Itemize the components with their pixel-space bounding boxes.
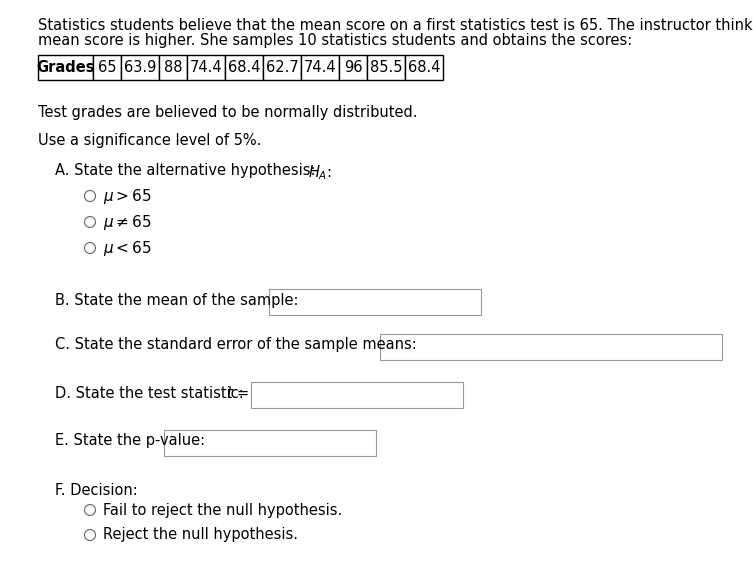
Circle shape bbox=[84, 216, 96, 227]
Text: $\mu < 65$: $\mu < 65$ bbox=[103, 238, 151, 257]
Text: 65: 65 bbox=[98, 60, 116, 75]
Text: A. State the alternative hypothesis:: A. State the alternative hypothesis: bbox=[55, 163, 320, 178]
Circle shape bbox=[84, 504, 96, 515]
Text: $\mu \neq 65$: $\mu \neq 65$ bbox=[103, 212, 151, 231]
FancyBboxPatch shape bbox=[251, 382, 463, 408]
Text: B. State the mean of the sample:: B. State the mean of the sample: bbox=[55, 293, 298, 308]
Text: 74.4: 74.4 bbox=[303, 60, 337, 75]
Bar bbox=[367, 55, 405, 80]
Text: 68.4: 68.4 bbox=[227, 60, 261, 75]
Text: 96: 96 bbox=[344, 60, 362, 75]
Text: Test grades are believed to be normally distributed.: Test grades are believed to be normally … bbox=[38, 105, 417, 120]
Text: Reject the null hypothesis.: Reject the null hypothesis. bbox=[103, 527, 298, 542]
Bar bbox=[225, 55, 263, 80]
FancyBboxPatch shape bbox=[269, 289, 481, 315]
Text: $\mu > 65$: $\mu > 65$ bbox=[103, 186, 151, 205]
FancyBboxPatch shape bbox=[164, 430, 376, 456]
Text: E. State the p-value:: E. State the p-value: bbox=[55, 433, 205, 448]
Bar bbox=[187, 55, 225, 80]
Text: D. State the test statistic:: D. State the test statistic: bbox=[55, 385, 248, 400]
Text: 68.4: 68.4 bbox=[408, 60, 441, 75]
Circle shape bbox=[84, 190, 96, 201]
Text: Grades: Grades bbox=[36, 60, 95, 75]
Bar bbox=[339, 55, 367, 80]
Bar bbox=[38, 55, 93, 80]
Text: 62.7: 62.7 bbox=[266, 60, 298, 75]
Text: C. State the standard error of the sample means:: C. State the standard error of the sampl… bbox=[55, 338, 416, 353]
Text: 63.9: 63.9 bbox=[123, 60, 156, 75]
FancyBboxPatch shape bbox=[380, 334, 722, 360]
Text: Statistics students believe that the mean score on a first statistics test is 65: Statistics students believe that the mea… bbox=[38, 18, 753, 33]
Text: F. Decision:: F. Decision: bbox=[55, 483, 138, 498]
Text: 88: 88 bbox=[163, 60, 182, 75]
Text: Fail to reject the null hypothesis.: Fail to reject the null hypothesis. bbox=[103, 503, 343, 518]
Text: Use a significance level of 5%.: Use a significance level of 5%. bbox=[38, 133, 261, 148]
Bar bbox=[405, 55, 443, 80]
Bar bbox=[159, 55, 187, 80]
Bar bbox=[121, 55, 159, 80]
Bar bbox=[301, 55, 339, 80]
Text: $t$ =: $t$ = bbox=[226, 385, 249, 401]
Text: mean score is higher. She samples 10 statistics students and obtains the scores:: mean score is higher. She samples 10 sta… bbox=[38, 33, 633, 48]
Text: 85.5: 85.5 bbox=[370, 60, 402, 75]
Text: 74.4: 74.4 bbox=[190, 60, 222, 75]
Circle shape bbox=[84, 242, 96, 253]
Circle shape bbox=[84, 530, 96, 541]
Bar bbox=[263, 55, 301, 80]
Bar bbox=[93, 55, 121, 80]
Text: $H_A$:: $H_A$: bbox=[308, 163, 332, 182]
